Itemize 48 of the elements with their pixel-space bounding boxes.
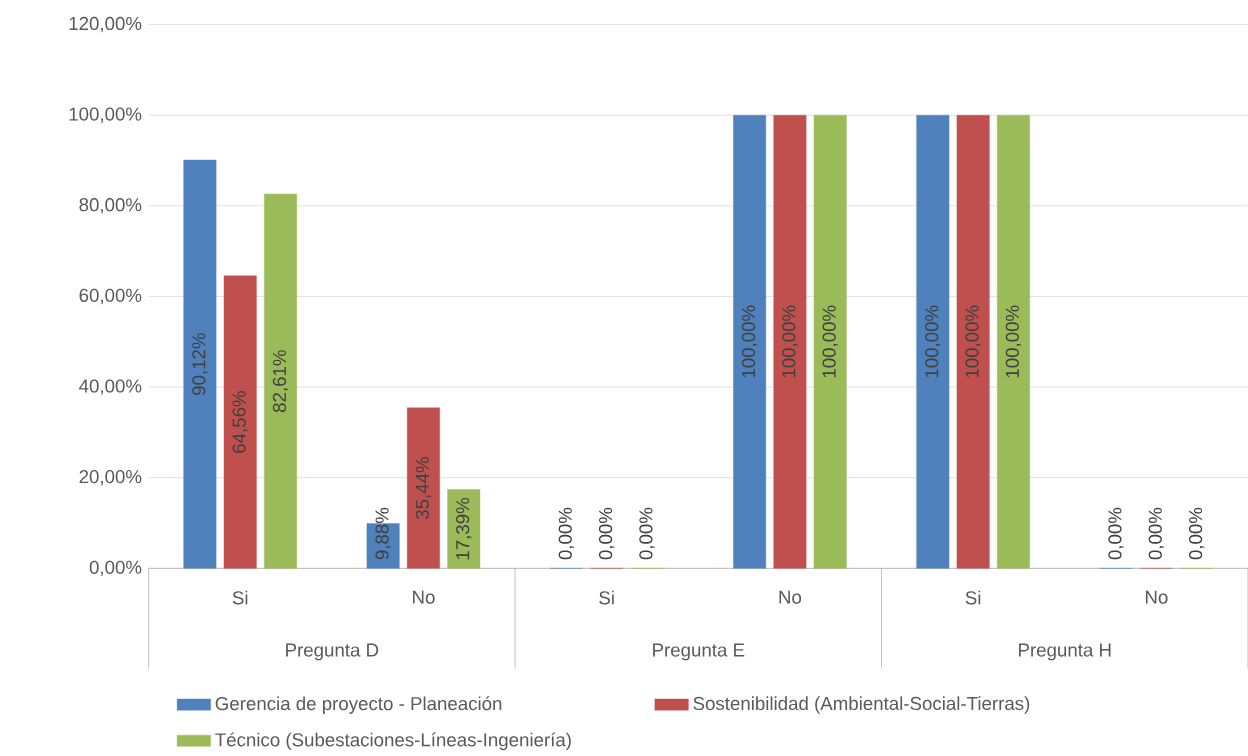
text: Pregunta D xyxy=(286,643,379,661)
data-label: 0,00% xyxy=(1148,507,1165,560)
data-label: 0,00% xyxy=(598,507,615,560)
data-label: 64,56% xyxy=(232,390,248,453)
y-tick-label: 100,00% xyxy=(69,107,142,123)
data-label: 9,88% xyxy=(375,507,391,560)
bar xyxy=(773,114,807,569)
data-label: 100,00% xyxy=(925,305,941,378)
data-label: 35,44% xyxy=(415,456,432,519)
y-tick-label: 80,00% xyxy=(79,198,142,214)
bar xyxy=(447,489,481,569)
legend-label: Gerencia de proyecto - Planeación xyxy=(215,696,502,714)
bar xyxy=(997,114,1030,569)
legend-label: Técnico (Subestaciones-Líneas-Ingeniería) xyxy=(215,732,571,751)
bar xyxy=(183,159,217,569)
data-label: 100,00% xyxy=(741,305,758,378)
data-label: 17,39% xyxy=(456,497,472,560)
bar xyxy=(407,407,440,569)
x-tick-label: Si xyxy=(599,590,614,605)
text: Pregunta E xyxy=(653,643,745,661)
y-tick-label: 20,00% xyxy=(79,469,142,486)
data-label: 0,00% xyxy=(1188,507,1205,560)
data-label: 90,12% xyxy=(192,333,208,395)
x-tick-label: Si xyxy=(965,590,981,605)
x-tick-label: Si xyxy=(232,590,248,605)
bar xyxy=(956,114,990,569)
x-tick-label: No xyxy=(413,590,435,604)
data-label: 0,00% xyxy=(558,507,575,560)
x-tick-label: No xyxy=(779,590,802,604)
bar xyxy=(813,114,847,569)
data-label: 100,00% xyxy=(782,305,798,378)
y-tick-label: 40,00% xyxy=(79,379,142,395)
bar xyxy=(916,114,950,569)
data-label: 100,00% xyxy=(822,305,838,378)
bar xyxy=(264,193,297,569)
data-label: 100,00% xyxy=(1005,305,1022,378)
y-tick-label: 120,00% xyxy=(69,16,142,33)
y-tick-label: 60,00% xyxy=(79,288,142,305)
legend-label: Sostenibilidad (Ambiental-Social-Tierras) xyxy=(693,696,1030,714)
bar xyxy=(733,114,767,569)
y-tick-label: 0,00% xyxy=(89,560,142,577)
data-label: 0,00% xyxy=(1108,507,1124,560)
data-label: 82,61% xyxy=(272,350,289,412)
text: Pregunta H xyxy=(1019,643,1111,661)
bar xyxy=(223,275,257,569)
x-tick-label: No xyxy=(1145,590,1168,604)
data-label: 0,00% xyxy=(639,507,655,560)
data-label: 100,00% xyxy=(965,305,981,378)
